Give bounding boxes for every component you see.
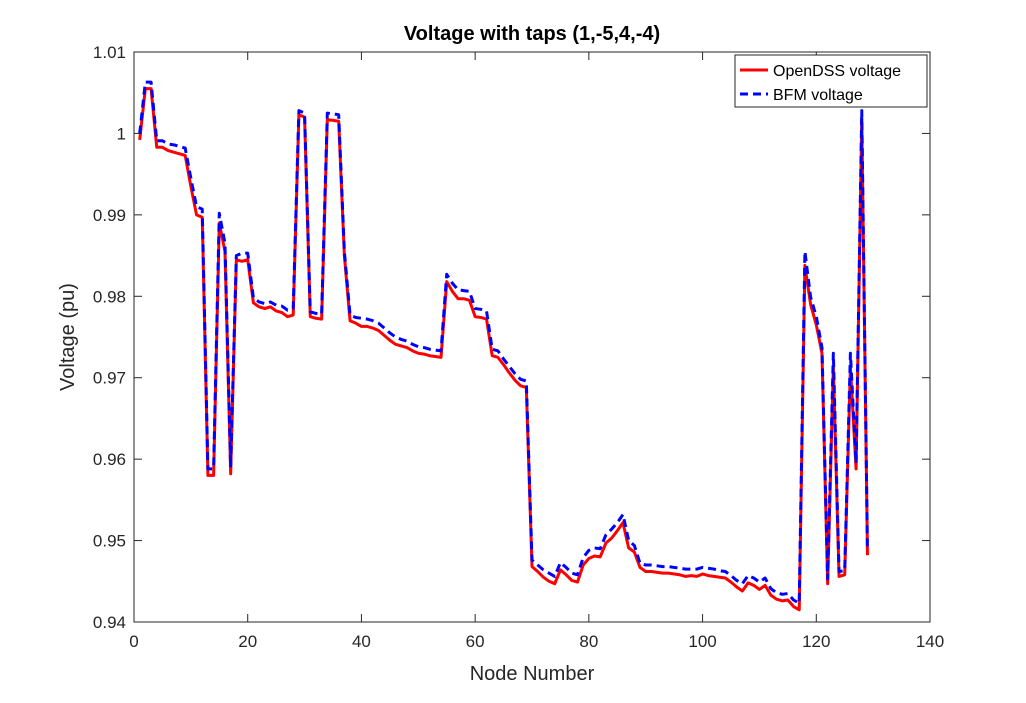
y-axis-label: Voltage (pu) [57,283,79,391]
x-tick-label: 20 [238,632,257,651]
x-tick-label: 120 [802,632,830,651]
series-line-opendss [138,87,869,612]
y-tick-label: 1.01 [93,43,126,62]
y-tick-label: 0.99 [93,206,126,225]
x-tick-label: 0 [129,632,138,651]
legend-label-bfm: BFM voltage [773,87,863,104]
x-tick-label: 80 [579,632,598,651]
legend-label-opendss: OpenDSS voltage [773,63,901,80]
x-tick-label: 40 [352,632,371,651]
series-line-bfm [138,80,869,605]
y-tick-label: 0.95 [93,532,126,551]
y-tick-label: 0.94 [93,613,126,632]
ticks-layer: 0 20 40 60 80 100 120 140 0.94 0.95 0.96 0.97 0.98 0.… [93,43,944,651]
y-tick-label: 1 [117,124,126,143]
chart-title: Voltage with taps (1,-5,4,-4) [404,23,660,45]
legend: OpenDSS voltage BFM voltage [734,54,928,108]
x-tick-label: 100 [688,632,716,651]
x-tick-label: 60 [466,632,485,651]
series-layer [138,80,869,612]
y-tick-label: 0.96 [93,450,126,469]
axes-frame [133,51,931,623]
y-tick-label: 0.97 [93,369,126,388]
y-tick-label: 0.98 [93,287,126,306]
legend-box [734,54,928,108]
x-axis-label: Node Number [470,663,595,685]
x-tick-label: 140 [916,632,944,651]
